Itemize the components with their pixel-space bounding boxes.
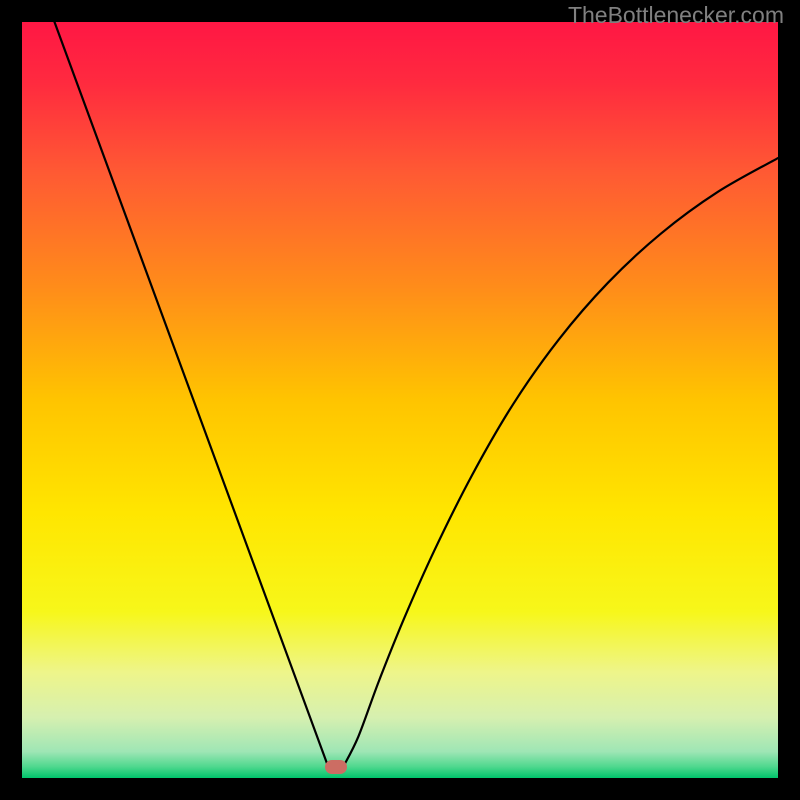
optimal-point-marker bbox=[325, 760, 347, 774]
chart-frame: TheBottlenecker.com bbox=[0, 0, 800, 800]
watermark-text: TheBottlenecker.com bbox=[568, 2, 784, 29]
bottleneck-curve bbox=[22, 22, 778, 778]
plot-area bbox=[22, 22, 778, 778]
